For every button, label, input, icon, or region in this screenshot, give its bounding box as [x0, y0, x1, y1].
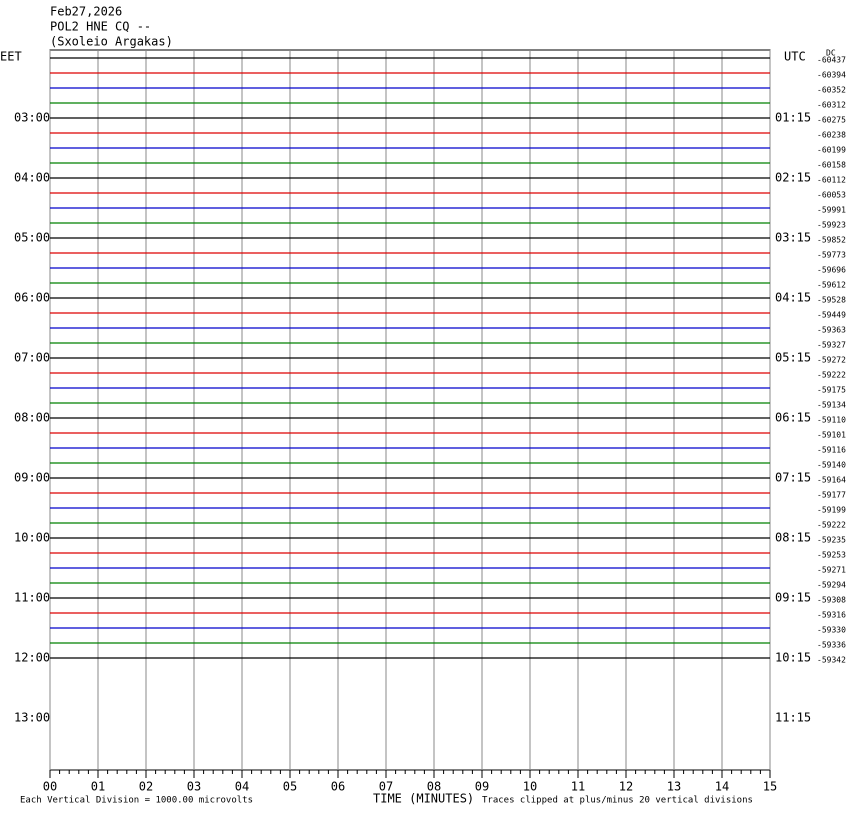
x-tick-label: 03: [187, 780, 201, 794]
offset-label: -59294: [817, 581, 846, 590]
right-time-label: 10:15: [775, 651, 811, 665]
right-time-label: 07:15: [775, 471, 811, 485]
left-axis-label: EET: [0, 50, 22, 64]
offset-label: -60112: [817, 176, 846, 185]
offset-label: -59175: [817, 386, 846, 395]
offset-label: -60238: [817, 131, 846, 140]
left-time-label: 12:00: [14, 651, 50, 665]
right-time-label: 04:15: [775, 291, 811, 305]
x-tick-label: 00: [43, 780, 57, 794]
offset-label: -59235: [817, 536, 846, 545]
x-tick-label: 11: [571, 780, 585, 794]
offset-label: -59222: [817, 371, 846, 380]
offset-label: -60199: [817, 146, 846, 155]
left-time-label: 13:00: [14, 711, 50, 725]
offset-label: -59272: [817, 356, 846, 365]
offset-label: -59199: [817, 506, 846, 515]
offset-label: -60394: [817, 71, 846, 80]
offset-label: -59110: [817, 416, 846, 425]
offset-label: -59164: [817, 476, 846, 485]
right-axis-label: UTC: [784, 50, 806, 64]
x-tick-label: 14: [715, 780, 729, 794]
x-tick-label: 06: [331, 780, 345, 794]
right-time-label: 09:15: [775, 591, 811, 605]
left-time-label: 11:00: [14, 591, 50, 605]
x-tick-label: 08: [427, 780, 441, 794]
offset-label: -59327: [817, 341, 846, 350]
left-time-label: 06:00: [14, 291, 50, 305]
offset-label: -59612: [817, 281, 846, 290]
x-tick-label: 13: [667, 780, 681, 794]
offset-label: -60352: [817, 86, 846, 95]
offset-header: DC: [826, 49, 836, 58]
offset-label: -59101: [817, 431, 846, 440]
offset-label: -59116: [817, 446, 846, 455]
offset-label: -59923: [817, 221, 846, 230]
offset-label: -59140: [817, 461, 846, 470]
right-time-label: 06:15: [775, 411, 811, 425]
scale-note: Each Vertical Division = 1000.00 microvo…: [20, 796, 253, 806]
x-tick-label: 12: [619, 780, 633, 794]
x-tick-label: 04: [235, 780, 249, 794]
x-tick-label: 05: [283, 780, 297, 794]
offset-label: -60053: [817, 191, 846, 200]
x-tick-label: 07: [379, 780, 393, 794]
x-tick-label: 10: [523, 780, 537, 794]
offset-label: -59852: [817, 236, 846, 245]
title-line: (Sxoleio Argakas): [50, 35, 173, 49]
clip-note: Traces clipped at plus/minus 20 vertical…: [482, 796, 753, 806]
offset-label: -59271: [817, 566, 846, 575]
left-time-label: 10:00: [14, 531, 50, 545]
offset-label: -60275: [817, 116, 846, 125]
left-time-label: 09:00: [14, 471, 50, 485]
offset-label: -59449: [817, 311, 846, 320]
offset-label: -59991: [817, 206, 846, 215]
right-time-label: 05:15: [775, 351, 811, 365]
left-time-label: 04:00: [14, 171, 50, 185]
offset-label: -59336: [817, 641, 846, 650]
left-time-label: 08:00: [14, 411, 50, 425]
title-line: POL2 HNE CQ --: [50, 20, 151, 34]
offset-label: -59177: [817, 491, 846, 500]
x-tick-label: 09: [475, 780, 489, 794]
left-time-label: 07:00: [14, 351, 50, 365]
offset-label: -59342: [817, 656, 846, 665]
offset-label: -59134: [817, 401, 846, 410]
right-time-label: 02:15: [775, 171, 811, 185]
plot-frame: [49, 49, 771, 771]
offset-label: -60312: [817, 101, 846, 110]
left-time-label: 03:00: [14, 111, 50, 125]
x-axis-title: TIME (MINUTES): [373, 792, 474, 806]
offset-label: -60437: [817, 56, 846, 65]
offset-label: -59316: [817, 611, 846, 620]
x-tick-label: 15: [763, 780, 777, 794]
right-time-label: 03:15: [775, 231, 811, 245]
offset-label: -60158: [817, 161, 846, 170]
offset-label: -59696: [817, 266, 846, 275]
right-time-label: 08:15: [775, 531, 811, 545]
right-time-label: 01:15: [775, 111, 811, 125]
offset-label: -59363: [817, 326, 846, 335]
right-time-label: 11:15: [775, 711, 811, 725]
offset-label: -59773: [817, 251, 846, 260]
left-time-label: 05:00: [14, 231, 50, 245]
x-tick-label: 01: [91, 780, 105, 794]
x-tick-label: 02: [139, 780, 153, 794]
offset-label: -59222: [817, 521, 846, 530]
offset-label: -59528: [817, 296, 846, 305]
title-line: Feb27,2026: [50, 5, 122, 19]
offset-label: -59330: [817, 626, 846, 635]
offset-label: -59308: [817, 596, 846, 605]
offset-label: -59253: [817, 551, 846, 560]
